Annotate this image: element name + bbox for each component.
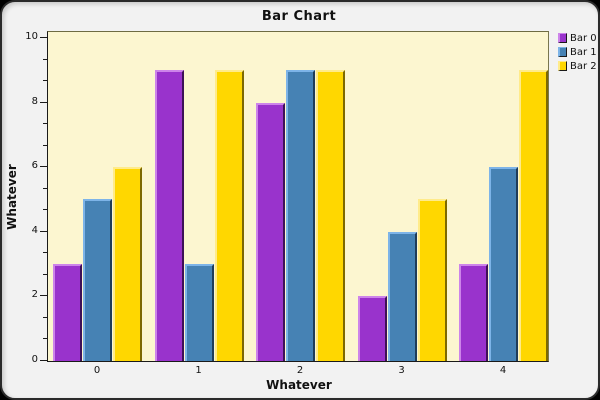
y-major-tick xyxy=(40,360,47,361)
x-tick-label: 4 xyxy=(499,365,507,376)
y-major-tick xyxy=(40,295,47,296)
y-minor-tick xyxy=(43,59,47,60)
legend-item: Bar 0 xyxy=(558,32,597,44)
y-tick-label: 0 xyxy=(31,354,38,365)
bar-bar1-cat1 xyxy=(184,264,214,361)
bar-bar2-cat4 xyxy=(519,70,548,361)
x-tick-label: 2 xyxy=(296,365,304,376)
legend-swatch-icon xyxy=(558,61,567,71)
bar-bar0-cat2 xyxy=(256,103,285,361)
legend-item-label: Bar 2 xyxy=(570,60,597,72)
legend-swatch-icon xyxy=(558,47,567,57)
y-tick-label: 10 xyxy=(25,31,38,42)
x-tick-label: 1 xyxy=(195,365,202,376)
y-minor-tick xyxy=(43,188,47,189)
bar-bar1-cat2 xyxy=(286,70,315,361)
y-minor-tick xyxy=(43,317,47,318)
y-tick-label: 6 xyxy=(31,160,38,171)
y-minor-tick xyxy=(43,145,47,146)
y-minor-tick xyxy=(43,80,47,81)
bar-bar2-cat3 xyxy=(417,199,447,361)
y-major-tick xyxy=(40,37,47,38)
bar-bar2-cat0 xyxy=(113,167,142,361)
bar-bar0-cat4 xyxy=(459,264,488,361)
x-tick-label: 0 xyxy=(93,365,101,376)
y-minor-tick xyxy=(43,338,47,339)
bar-bar2-cat1 xyxy=(214,70,244,361)
y-minor-tick xyxy=(43,252,47,253)
y-major-tick xyxy=(40,166,47,167)
bar-bar1-cat0 xyxy=(83,199,112,361)
bar-bar0-cat1 xyxy=(154,70,184,361)
legend-item: Bar 2 xyxy=(558,60,597,72)
x-axis-label: Whatever xyxy=(266,378,332,392)
plot-area xyxy=(47,31,549,362)
y-minor-tick xyxy=(43,123,47,124)
legend-swatch-icon xyxy=(558,33,567,43)
bar-bar0-cat3 xyxy=(357,296,387,361)
y-tick-label: 4 xyxy=(31,225,38,236)
legend-item-label: Bar 0 xyxy=(570,32,597,44)
y-minor-tick xyxy=(43,274,47,275)
bar-bar0-cat0 xyxy=(53,264,82,361)
bar-bar1-cat3 xyxy=(387,232,417,361)
legend-item: Bar 1 xyxy=(558,46,597,58)
bar-bar2-cat2 xyxy=(316,70,345,361)
y-minor-tick xyxy=(43,209,47,210)
y-tick-label: 8 xyxy=(31,96,38,107)
y-major-tick xyxy=(40,231,47,232)
x-tick-label: 3 xyxy=(398,365,405,376)
legend: Bar 0 Bar 1 Bar 2 xyxy=(558,33,597,75)
legend-item-label: Bar 1 xyxy=(570,46,597,58)
chart-title: Bar Chart xyxy=(261,9,337,24)
y-tick-label: 2 xyxy=(31,289,38,300)
bar-bar1-cat4 xyxy=(489,167,518,361)
y-major-tick xyxy=(40,102,47,103)
